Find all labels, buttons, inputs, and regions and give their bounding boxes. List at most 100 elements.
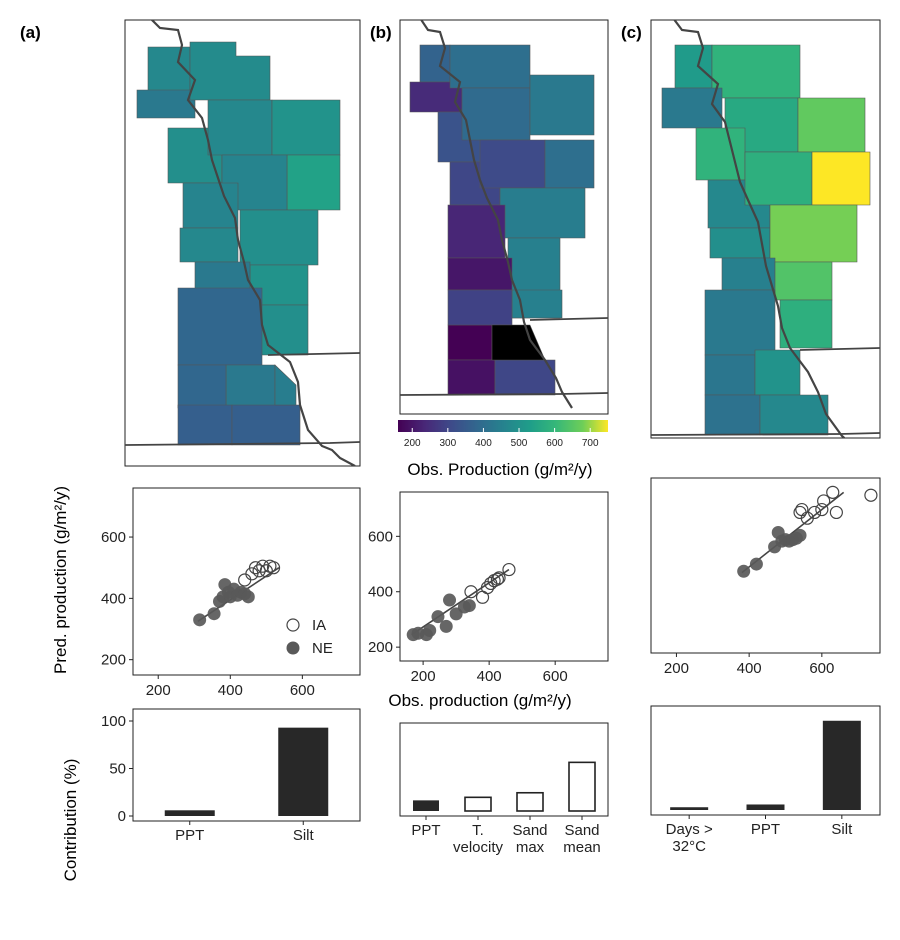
colorbar-ticks: 200 300 400 500 600 700 <box>404 428 599 449</box>
county-shape <box>544 139 595 189</box>
scatter-panel-c: 200 400 600 <box>650 477 881 677</box>
county-shape <box>231 404 301 446</box>
point-ia <box>252 564 266 578</box>
bar <box>413 800 439 811</box>
point-ia <box>817 494 831 508</box>
bar <box>822 720 861 810</box>
point-ne <box>749 557 763 571</box>
county-shape <box>447 289 513 326</box>
county-shape <box>257 304 309 356</box>
county-shape <box>177 287 263 366</box>
colorbar-title: Obs. Production (g/m²/y) <box>407 460 592 479</box>
point-ia <box>502 562 516 577</box>
x-tick-label: Silt <box>831 821 853 838</box>
x-tick-label: Days >32°C <box>666 821 713 855</box>
bar-c-marks: Days >32°C PPT Silt <box>666 720 861 855</box>
legend: IA NE <box>286 617 333 657</box>
county-shape <box>754 349 801 396</box>
county-shape <box>499 187 586 239</box>
county-shape <box>449 44 531 89</box>
y-tick-label: 100 <box>101 713 126 730</box>
point-ia <box>807 505 822 520</box>
bar-a-ylabel: Contribution (%) <box>61 759 80 882</box>
county-shape <box>177 364 227 409</box>
river-line <box>150 20 356 466</box>
point-ia <box>864 488 878 502</box>
county-shape <box>177 404 233 446</box>
county-shape <box>744 151 813 206</box>
county-shape <box>136 89 196 119</box>
county-shape <box>774 261 833 301</box>
x-tick-label: 400 <box>737 660 762 677</box>
county-shape <box>447 324 493 361</box>
county-shape <box>179 227 239 263</box>
county-shape <box>494 359 556 396</box>
colorbar-tick-label: 300 <box>439 438 456 449</box>
panel-label-a: (a) <box>20 23 41 42</box>
county-shape <box>419 44 451 83</box>
county-shape <box>674 44 713 89</box>
x-tick-label: Silt <box>293 827 315 844</box>
x-tick-label: 200 <box>664 660 689 677</box>
x-tick-label: PPT <box>411 822 440 839</box>
map-panel-b <box>399 19 609 415</box>
point-ia <box>266 561 281 575</box>
county-shape <box>274 364 297 406</box>
point-ne <box>793 528 807 542</box>
county-shape <box>461 87 531 141</box>
county-shape <box>779 299 833 349</box>
x-tick-label: Sand max <box>512 822 547 856</box>
y-tick-label: 200 <box>101 652 126 669</box>
county-shape <box>194 261 251 293</box>
county-shape <box>239 209 319 266</box>
colorbar-tick-label: 500 <box>511 438 528 449</box>
y-tick-label: 0 <box>118 808 126 825</box>
map-panel-a <box>124 19 361 467</box>
point-ia <box>256 559 270 573</box>
county-shape <box>286 154 341 211</box>
panel-label-b: (b) <box>370 23 392 42</box>
point-ia <box>492 571 506 585</box>
point-ia <box>815 502 829 517</box>
colorbar-tick-label: 700 <box>582 438 599 449</box>
point-ne <box>439 619 453 633</box>
colorbar-tick-label: 600 <box>546 438 563 449</box>
x-tick-label: 200 <box>411 668 436 685</box>
scatter-panel-a: 200 400 600 200 400 600 IA NE <box>101 487 361 699</box>
colorbar-gradient <box>398 420 608 432</box>
y-tick-label: 50 <box>109 761 126 778</box>
scatter-b-marks: 200 400 600 200 400 600 <box>368 528 568 685</box>
county-shape <box>661 87 723 129</box>
x-tick-label: 600 <box>290 682 315 699</box>
county-shape <box>271 99 341 156</box>
point-ne <box>423 624 437 638</box>
county-shape <box>721 257 776 291</box>
county-shape <box>704 289 776 356</box>
county-shape <box>225 364 276 409</box>
bar <box>278 727 329 816</box>
legend-label-ia: IA <box>312 617 326 634</box>
state-border <box>400 392 608 396</box>
point-ia <box>259 564 273 578</box>
county-shape <box>529 74 595 136</box>
map-panel-c <box>650 19 881 439</box>
point-ia <box>490 572 504 586</box>
x-tick-label: PPT <box>175 827 204 844</box>
county-shape <box>189 41 271 101</box>
county-shape <box>479 139 546 189</box>
point-ne <box>462 599 476 613</box>
county-shape <box>447 257 513 291</box>
point-ne <box>193 613 207 627</box>
bar-a-marks: 0 50 100 PPT Silt <box>101 713 329 844</box>
county-shape <box>769 204 858 263</box>
county-shape <box>811 151 871 206</box>
county-shape <box>207 99 273 156</box>
county-shape <box>759 394 829 436</box>
bar <box>746 804 785 810</box>
x-tick-label: 600 <box>543 668 568 685</box>
scatter-a-ylabel: Pred. production (g/m²/y) <box>51 486 70 674</box>
colorbar: 200 300 400 500 600 700 Obs. Production (g/m²… <box>398 420 608 479</box>
county-shape <box>447 204 506 259</box>
